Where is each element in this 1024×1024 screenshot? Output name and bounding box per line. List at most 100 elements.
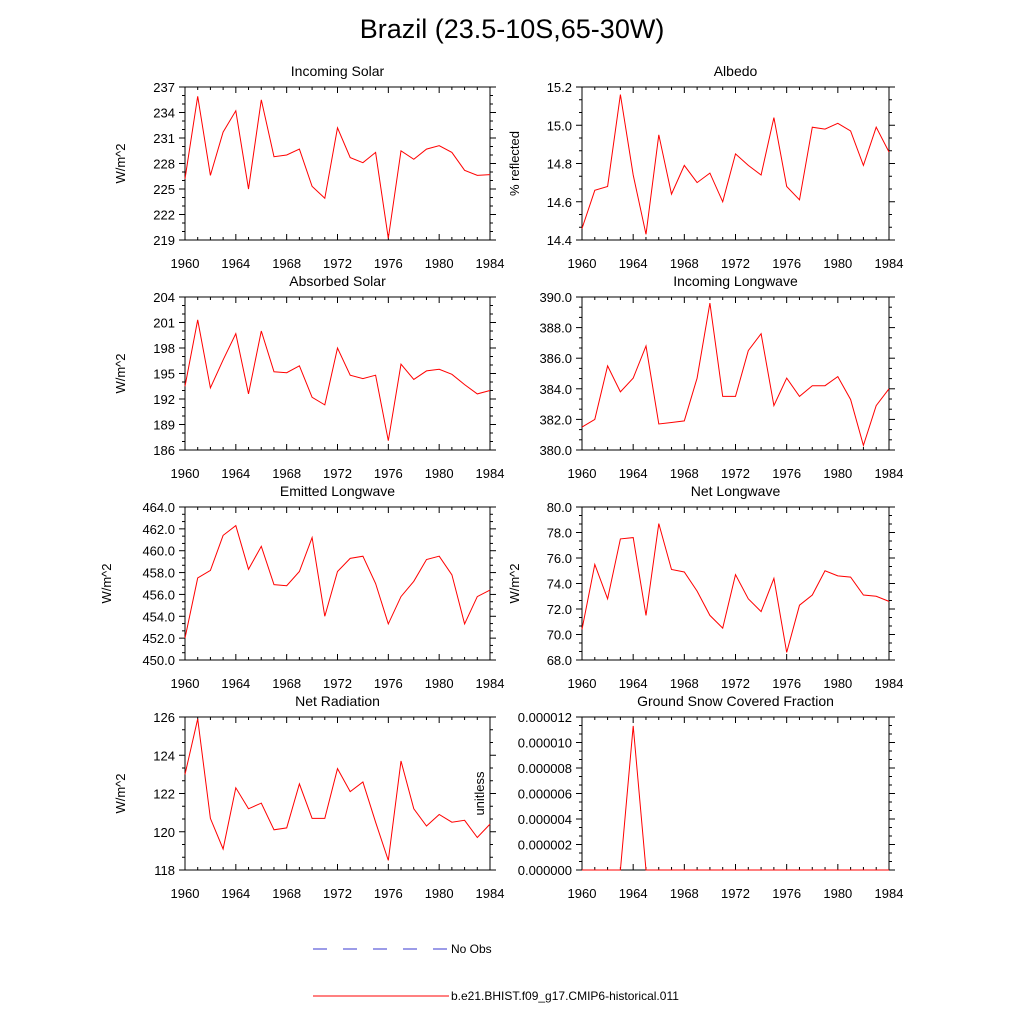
panel-title: Net Longwave (691, 483, 781, 499)
chart-panel: Incoming Solar W/m^2 1960 1964 1968 1972 1976 1… (113, 63, 504, 271)
x-tick-label: 1976 (772, 256, 801, 271)
x-tick-label: 1960 (171, 466, 200, 481)
x-tick-label: 1960 (171, 886, 200, 901)
series-line (184, 319, 491, 441)
panel-title: Net Radiation (295, 693, 380, 709)
y-tick-label: 78.0 (547, 526, 572, 541)
y-tick-label: 14.4 (547, 233, 572, 248)
x-tick-label: 1960 (568, 886, 597, 901)
y-axis-label: W/m^2 (113, 353, 128, 393)
plot-frame (184, 86, 491, 241)
y-tick-label: 384.0 (539, 382, 572, 397)
x-tick-label: 1972 (323, 256, 352, 271)
x-tick-label: 1984 (875, 886, 904, 901)
x-tick-label: 1960 (568, 676, 597, 691)
y-tick-label: 0.000006 (518, 787, 572, 802)
y-tick-label: 186 (153, 443, 175, 458)
x-tick-label: 1972 (323, 466, 352, 481)
x-tick-label: 1960 (171, 676, 200, 691)
y-tick-label: 124 (153, 748, 175, 763)
y-axis-label: W/m^2 (113, 773, 128, 813)
panel-title: Incoming Longwave (673, 273, 798, 289)
y-tick-label: 390.0 (539, 290, 572, 305)
x-tick-label: 1964 (221, 676, 250, 691)
y-tick-label: 0.000004 (518, 812, 572, 827)
y-tick-label: 204 (153, 290, 175, 305)
x-tick-label: 1972 (323, 886, 352, 901)
y-axis-label: W/m^2 (99, 563, 114, 603)
plot-frame (184, 296, 491, 451)
chart-panel: Absorbed Solar W/m^2 1960 1964 1968 1972 1976 1… (113, 273, 504, 481)
x-tick-label: 1976 (772, 886, 801, 901)
y-tick-label: 14.6 (547, 195, 572, 210)
x-tick-label: 1984 (875, 256, 904, 271)
x-tick-label: 1984 (476, 466, 505, 481)
x-tick-label: 1980 (823, 886, 852, 901)
x-tick-label: 1980 (425, 256, 454, 271)
y-tick-label: 452.0 (142, 631, 175, 646)
legend-label-model: b.e21.BHIST.f09_g17.CMIP6-historical.011 (451, 989, 679, 1003)
legend: No Obs b.e21.BHIST.f09_g17.CMIP6-histori… (313, 942, 679, 1003)
panel-title: Ground Snow Covered Fraction (637, 693, 834, 709)
y-tick-label: 231 (153, 131, 175, 146)
x-tick-label: 1968 (670, 256, 699, 271)
x-tick-label: 1964 (221, 256, 250, 271)
y-tick-label: 122 (153, 787, 175, 802)
x-tick-label: 1984 (476, 886, 505, 901)
x-tick-label: 1976 (374, 466, 403, 481)
x-tick-label: 1964 (221, 466, 250, 481)
panel-title: Absorbed Solar (289, 273, 386, 289)
x-tick-label: 1976 (772, 466, 801, 481)
chart-panel: Net Radiation W/m^2 1960 1964 1968 1972 1976 19… (113, 693, 504, 901)
y-tick-label: 15.0 (547, 118, 572, 133)
x-tick-label: 1980 (425, 466, 454, 481)
y-tick-label: 15.2 (547, 80, 572, 95)
x-tick-label: 1968 (670, 676, 699, 691)
y-tick-label: 237 (153, 80, 175, 95)
series-line (581, 523, 890, 653)
y-axis-label: % reflected (507, 131, 522, 196)
y-tick-label: 198 (153, 341, 175, 356)
x-tick-label: 1980 (823, 676, 852, 691)
y-tick-label: 225 (153, 182, 175, 197)
x-tick-label: 1964 (619, 256, 648, 271)
legend-label-no-obs: No Obs (451, 942, 492, 956)
y-tick-label: 454.0 (142, 609, 175, 624)
x-tick-label: 1976 (374, 676, 403, 691)
x-tick-label: 1964 (221, 886, 250, 901)
panels-layer: Incoming Solar W/m^2 1960 1964 1968 1972 1976 1… (99, 63, 903, 901)
x-tick-label: 1960 (568, 466, 597, 481)
x-tick-label: 1972 (721, 466, 750, 481)
y-tick-label: 0.000000 (518, 863, 572, 878)
x-tick-label: 1984 (875, 466, 904, 481)
y-tick-label: 460.0 (142, 544, 175, 559)
y-tick-label: 0.000012 (518, 710, 572, 725)
y-tick-label: 450.0 (142, 653, 175, 668)
x-tick-label: 1968 (272, 676, 301, 691)
x-tick-label: 1968 (670, 466, 699, 481)
y-tick-label: 234 (153, 106, 175, 121)
y-tick-label: 74.0 (547, 577, 572, 592)
x-tick-label: 1976 (374, 256, 403, 271)
panel-title: Incoming Solar (291, 63, 385, 79)
y-tick-label: 76.0 (547, 551, 572, 566)
y-tick-label: 120 (153, 825, 175, 840)
x-tick-label: 1968 (272, 256, 301, 271)
series-line (184, 524, 491, 639)
x-tick-label: 1964 (619, 676, 648, 691)
series-line (582, 725, 889, 871)
x-tick-label: 1984 (476, 676, 505, 691)
plot-frame (581, 506, 890, 661)
plot-frame (581, 716, 890, 871)
y-tick-label: 14.8 (547, 157, 572, 172)
x-tick-label: 1976 (374, 886, 403, 901)
x-tick-label: 1968 (272, 886, 301, 901)
y-tick-label: 68.0 (547, 653, 572, 668)
y-tick-label: 386.0 (539, 351, 572, 366)
series-line (581, 94, 890, 235)
x-tick-label: 1980 (823, 466, 852, 481)
y-axis-label: W/m^2 (113, 143, 128, 183)
x-tick-label: 1980 (823, 256, 852, 271)
x-tick-label: 1984 (875, 676, 904, 691)
